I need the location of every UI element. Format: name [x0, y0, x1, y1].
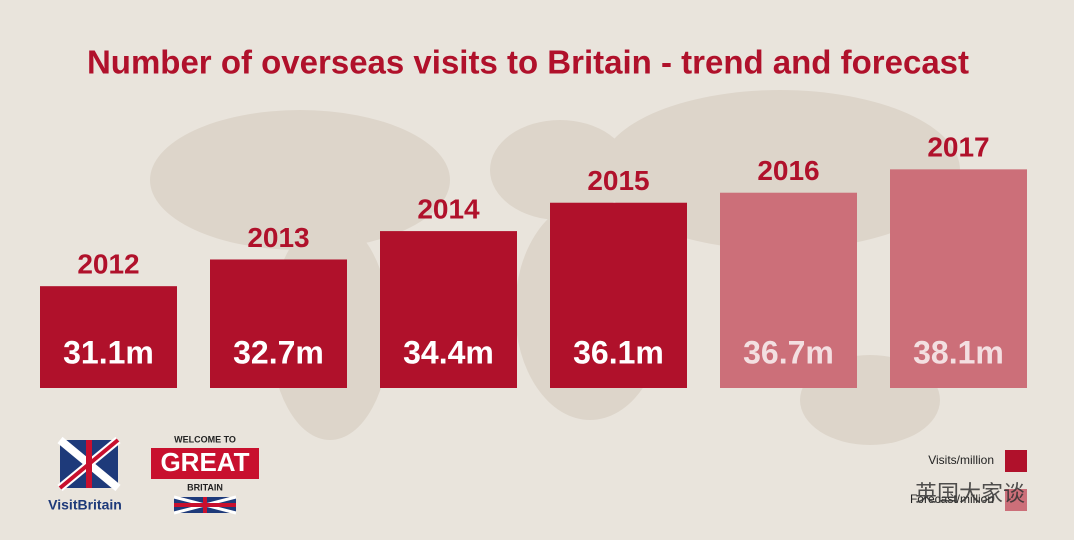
- logo-text: GREAT: [160, 447, 249, 477]
- value-label: 36.7m: [743, 334, 834, 370]
- category-label: 2012: [77, 249, 139, 280]
- category-label: 2015: [587, 165, 649, 196]
- category-label: 2016: [757, 155, 819, 186]
- value-label: 38.1m: [913, 334, 1004, 370]
- category-label: 2014: [417, 193, 480, 224]
- category-label: 2013: [247, 222, 309, 253]
- great-logo: WELCOME TO GREAT BRITAIN: [151, 434, 259, 515]
- logo-text: WELCOME TO: [174, 434, 236, 444]
- bar: [890, 169, 1027, 388]
- value-label: 31.1m: [63, 334, 154, 370]
- legend-swatch: [1005, 450, 1027, 472]
- bar: [550, 202, 687, 388]
- bar: [210, 259, 347, 388]
- value-label: 34.4m: [403, 334, 494, 370]
- chart-title: Number of overseas visits to Britain - t…: [87, 44, 969, 81]
- bar: [380, 231, 517, 388]
- watermark: 英国大家谈: [915, 481, 1025, 506]
- legend-label: Forecast/million: [910, 492, 994, 506]
- legend-swatch: [1005, 489, 1027, 511]
- bar: [720, 192, 857, 388]
- visit-britain-logo: VisitBritain: [48, 436, 122, 513]
- logo-text: BRITAIN: [187, 482, 223, 492]
- legend-label: Visits/million: [928, 453, 994, 467]
- value-label: 36.1m: [573, 334, 664, 370]
- logo-text: VisitBritain: [48, 497, 122, 513]
- value-label: 32.7m: [233, 334, 324, 370]
- bar: [40, 286, 177, 388]
- category-label: 2017: [927, 132, 989, 163]
